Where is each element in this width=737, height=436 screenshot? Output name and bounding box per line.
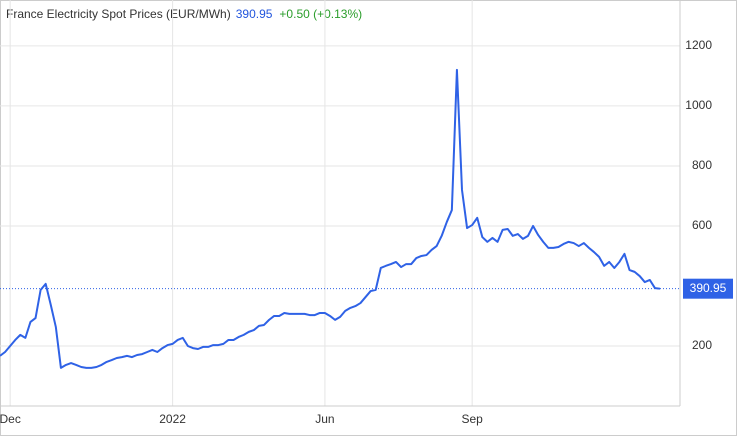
last-value-box <box>683 278 733 299</box>
y-tick-label: 600 <box>692 218 712 232</box>
y-tick-label: 200 <box>692 338 712 352</box>
y-tick-label: 1200 <box>685 38 712 52</box>
y-tick-label: 1000 <box>685 98 712 112</box>
x-tick-label: Dec <box>0 412 21 426</box>
x-tick-label: Sep <box>461 412 483 426</box>
change: +0.50 (+0.13%) <box>279 7 362 21</box>
price-line <box>0 68 661 369</box>
last-value-label: 390.95 <box>690 281 727 295</box>
last-value: 390.95 <box>236 7 273 21</box>
x-tick-label: Jun <box>315 412 334 426</box>
title-text: France Electricity Spot Prices (EUR/MWh) <box>6 7 231 21</box>
chart-title: France Electricity Spot Prices (EUR/MWh)… <box>6 7 362 21</box>
x-tick-label: 2022 <box>159 412 186 426</box>
y-tick-label: 800 <box>692 158 712 172</box>
